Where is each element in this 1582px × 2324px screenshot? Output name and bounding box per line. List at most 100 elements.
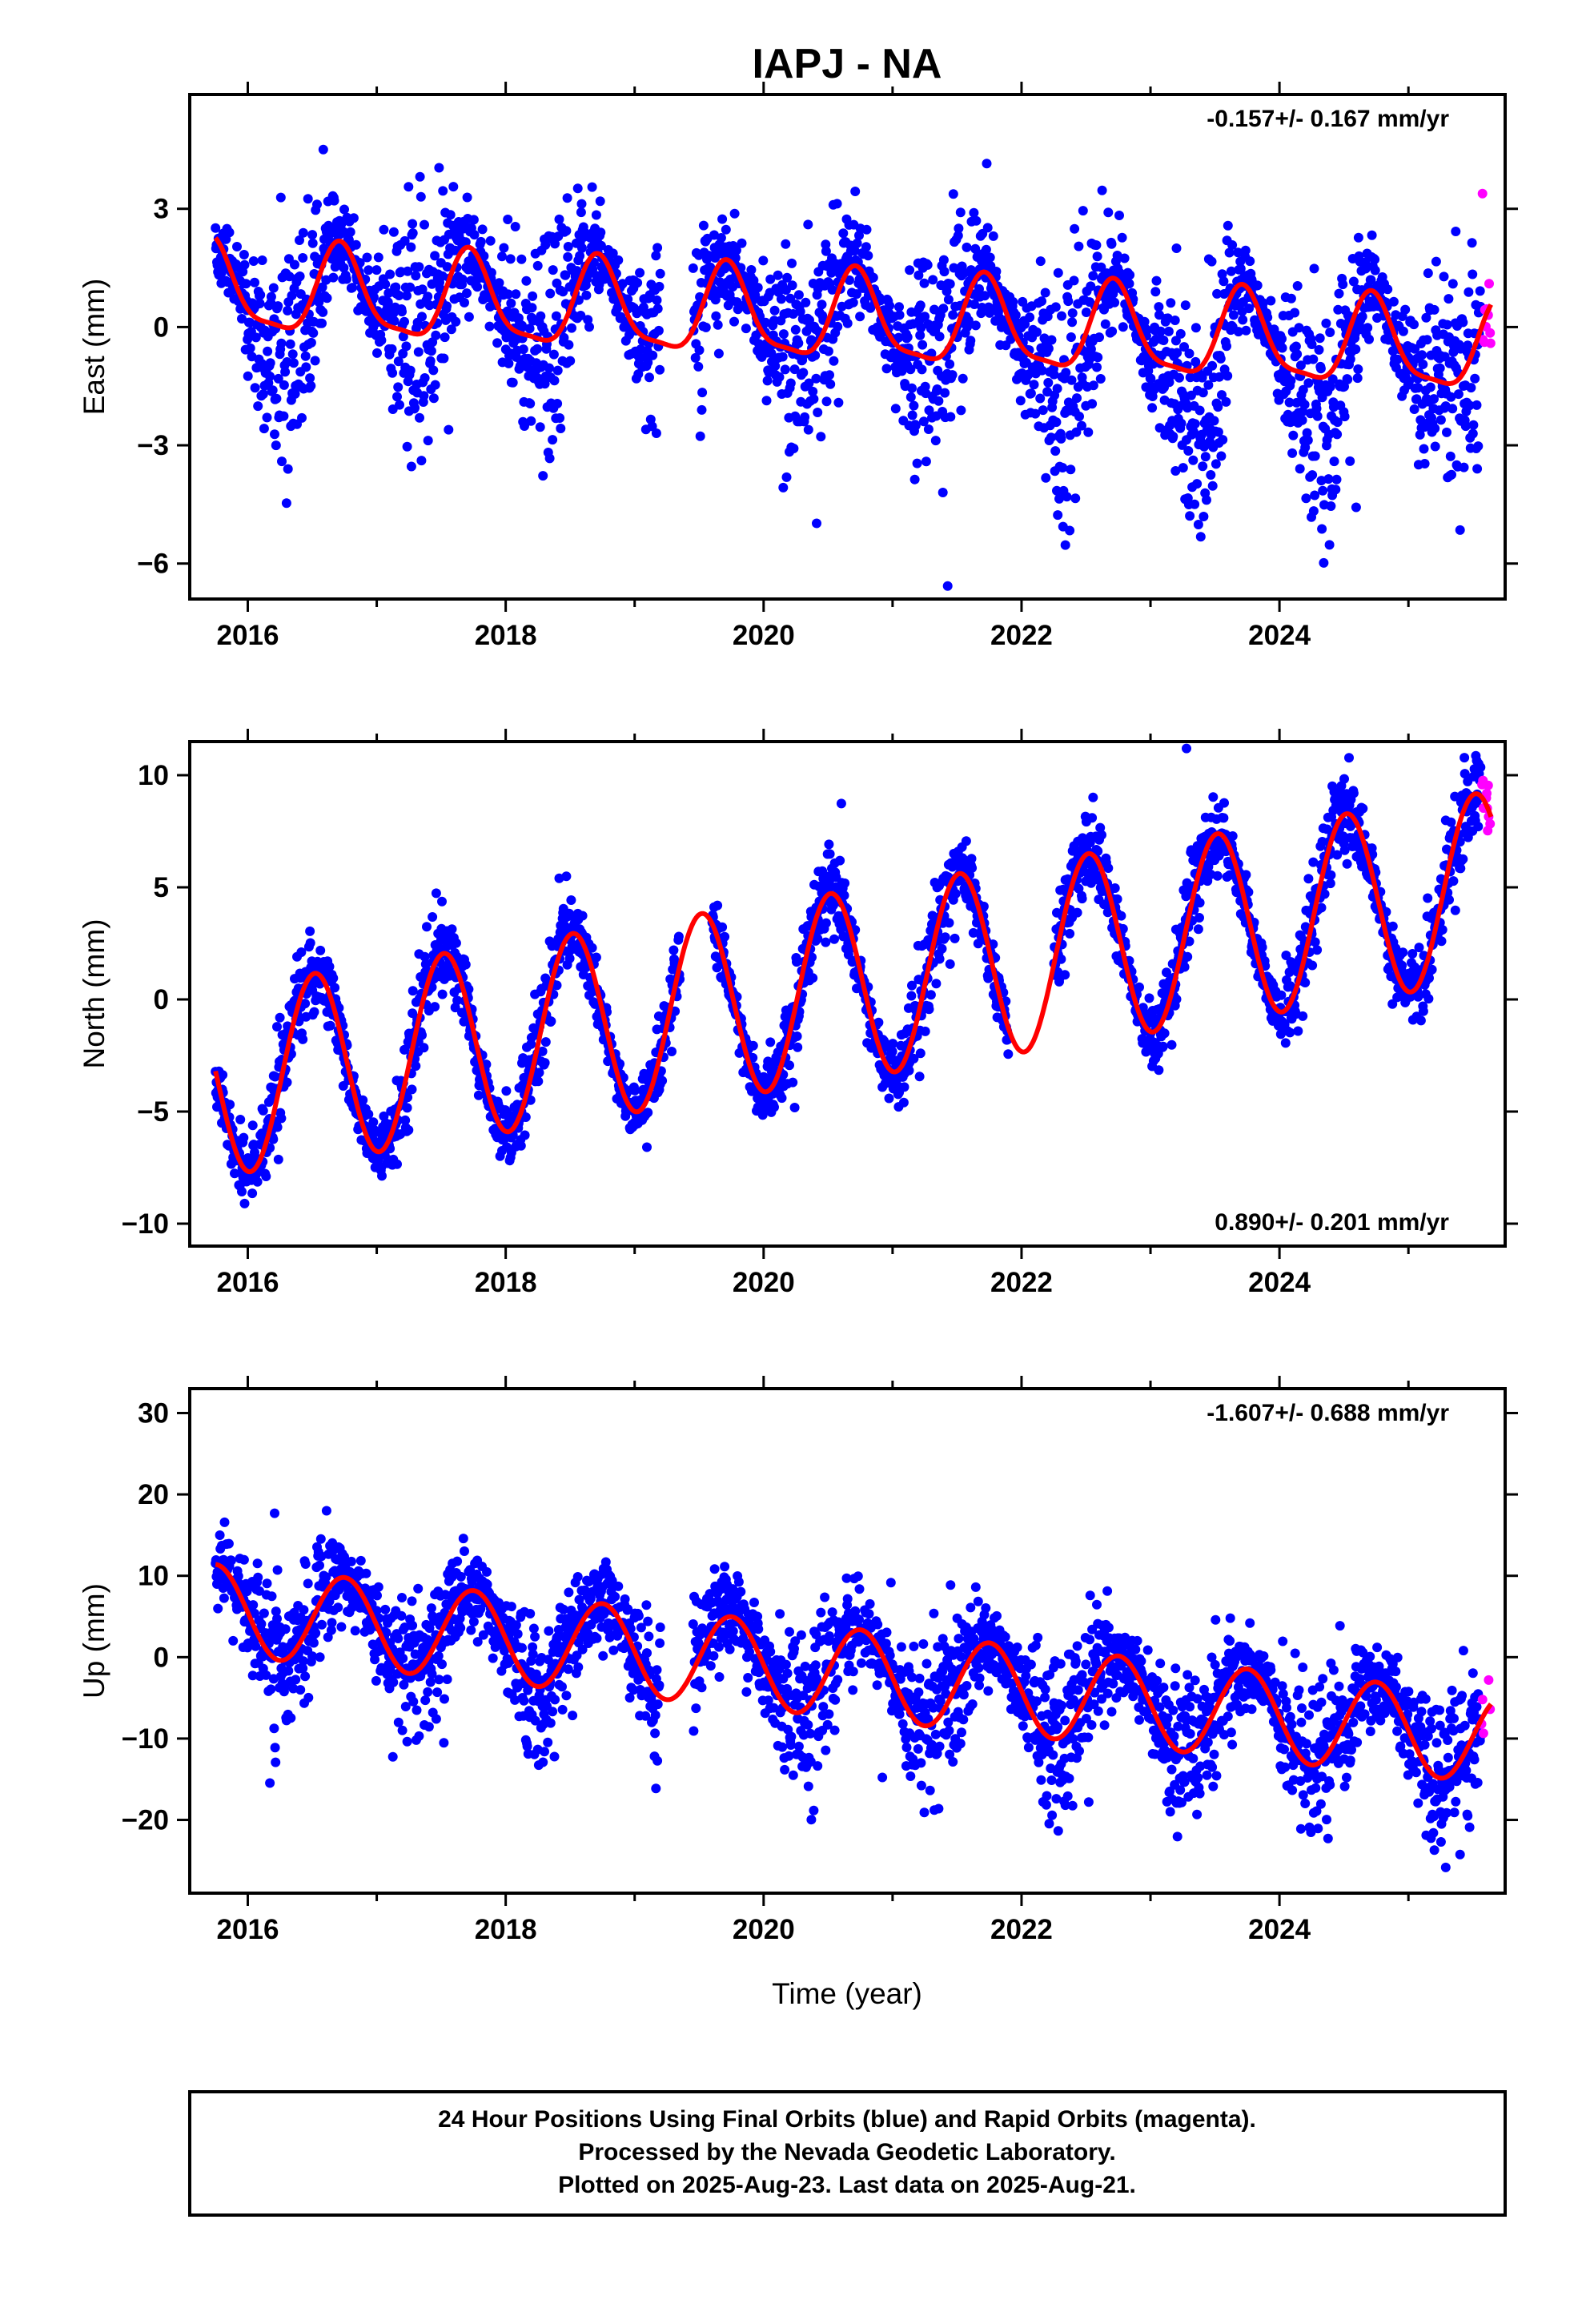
final-orbit-point: [317, 282, 327, 292]
final-orbit-point: [1219, 276, 1229, 287]
final-orbit-point: [1240, 245, 1251, 255]
final-orbit-point: [581, 290, 592, 300]
final-orbit-point: [258, 1105, 268, 1116]
final-orbit-point: [833, 321, 843, 332]
final-orbit-point: [800, 412, 810, 422]
final-orbit-point: [1299, 400, 1310, 410]
final-orbit-point: [1345, 354, 1355, 364]
final-orbit-point: [387, 344, 397, 354]
final-orbit-point: [1442, 320, 1452, 330]
final-orbit-point: [277, 456, 287, 467]
final-orbit-point: [823, 346, 833, 356]
final-orbit-point: [803, 219, 813, 230]
final-orbit-point: [265, 358, 275, 368]
final-orbit-point: [548, 265, 558, 275]
final-orbit-point: [1077, 894, 1087, 904]
final-orbit-point: [730, 253, 741, 263]
final-orbit-point: [559, 332, 569, 343]
final-orbit-point: [1206, 470, 1216, 480]
final-orbit-point: [926, 990, 936, 1000]
final-orbit-point: [817, 300, 827, 310]
final-orbit-point: [821, 239, 831, 250]
final-orbit-point: [520, 421, 529, 431]
final-orbit-point: [462, 192, 472, 203]
final-orbit-point: [1339, 845, 1350, 855]
final-orbit-point: [1170, 336, 1181, 346]
final-orbit-point: [406, 242, 416, 252]
final-orbit-point: [284, 271, 295, 282]
final-orbit-point: [849, 246, 860, 256]
final-orbit-point: [224, 227, 235, 238]
final-orbit-point: [1203, 380, 1214, 390]
final-orbit-point: [1142, 325, 1152, 336]
final-orbit-point: [534, 1068, 544, 1078]
final-orbit-point: [1392, 354, 1403, 364]
final-orbit-point: [272, 1122, 283, 1132]
final-orbit-point: [595, 196, 605, 207]
final-orbit-point: [445, 210, 456, 220]
final-orbit-point: [1063, 296, 1074, 307]
final-orbit-point: [398, 332, 408, 342]
final-orbit-point: [473, 1090, 484, 1100]
final-orbit-point: [1241, 870, 1251, 880]
final-orbit-point: [1325, 879, 1335, 889]
final-orbit-point: [1331, 474, 1342, 485]
final-orbit-point: [970, 320, 981, 331]
final-orbit-point: [1061, 368, 1071, 378]
final-orbit-point: [1035, 393, 1046, 404]
final-orbit-point: [1327, 374, 1338, 384]
final-orbit-point: [1154, 302, 1164, 312]
final-orbit-point: [835, 855, 845, 866]
final-orbit-point: [1228, 310, 1239, 320]
final-orbit-point: [1468, 269, 1478, 279]
final-orbit-point: [1453, 389, 1464, 400]
final-orbit-point: [1290, 308, 1300, 318]
final-orbit-point: [801, 297, 811, 308]
final-orbit-point: [368, 292, 379, 303]
final-orbit-point: [392, 1159, 402, 1169]
final-orbit-point: [729, 208, 740, 219]
final-orbit-point: [855, 312, 865, 322]
final-orbit-point: [252, 1176, 263, 1187]
final-orbit-point: [782, 272, 793, 283]
final-orbit-point: [787, 280, 797, 291]
final-orbit-point: [1244, 304, 1254, 314]
final-orbit-point: [1297, 415, 1307, 425]
final-orbit-point: [928, 275, 938, 285]
final-orbit-point: [400, 316, 409, 327]
final-orbit-point: [909, 474, 920, 485]
final-orbit-point: [982, 159, 992, 169]
final-orbit-point: [1447, 279, 1458, 289]
final-orbit-point: [1070, 493, 1081, 504]
final-orbit-point: [1276, 990, 1287, 1000]
final-orbit-point: [552, 980, 562, 991]
final-orbit-point: [885, 300, 895, 311]
final-orbit-point: [1323, 474, 1334, 485]
final-orbit-point: [345, 227, 355, 237]
final-orbit-point: [1303, 435, 1313, 445]
final-orbit-point: [434, 163, 444, 173]
final-orbit-point: [479, 251, 489, 261]
final-orbit-point: [1178, 463, 1188, 473]
final-orbit-point: [907, 980, 917, 991]
final-orbit-point: [306, 380, 316, 391]
final-orbit-point: [545, 288, 556, 299]
final-orbit-point: [836, 798, 846, 809]
final-orbit-point: [1310, 490, 1320, 501]
final-orbit-point: [963, 316, 974, 326]
final-orbit-point: [1360, 263, 1371, 274]
final-orbit-point: [275, 192, 286, 203]
final-orbit-point: [1307, 960, 1318, 971]
final-orbit-point: [1056, 954, 1066, 964]
final-orbit-point: [279, 380, 289, 390]
final-orbit-point: [1207, 480, 1218, 491]
final-orbit-point: [392, 392, 402, 402]
final-orbit-point: [934, 332, 945, 342]
final-orbit-point: [317, 318, 327, 328]
final-orbit-point: [1092, 251, 1102, 262]
final-orbit-point: [1162, 967, 1171, 978]
final-orbit-point: [1366, 275, 1376, 285]
final-orbit-point: [954, 223, 964, 234]
final-orbit-point: [1321, 318, 1331, 328]
final-orbit-point: [695, 431, 705, 441]
